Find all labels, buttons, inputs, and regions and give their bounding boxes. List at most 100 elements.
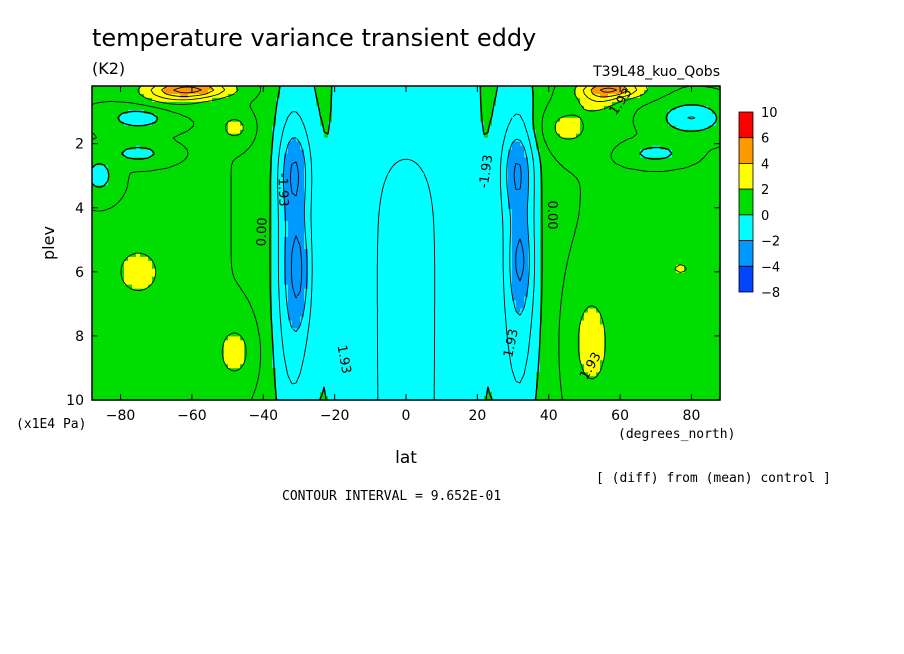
heat-cell bbox=[568, 89, 573, 95]
heat-cell bbox=[400, 97, 405, 103]
heat-cell bbox=[468, 149, 473, 155]
heat-cell bbox=[628, 133, 633, 139]
heat-cell bbox=[304, 173, 309, 179]
heat-cell bbox=[492, 141, 497, 147]
heat-cell bbox=[592, 185, 597, 190]
heat-cell bbox=[248, 173, 253, 179]
heat-cell bbox=[96, 193, 101, 198]
heat-cell bbox=[616, 101, 621, 107]
heat-cell bbox=[392, 201, 397, 206]
heat-cell bbox=[116, 113, 121, 119]
heat-cell bbox=[96, 153, 101, 159]
heat-cell bbox=[512, 193, 517, 198]
heat-cell bbox=[220, 185, 225, 190]
heat-cell bbox=[248, 105, 253, 111]
heat-cell bbox=[356, 133, 361, 139]
heat-cell bbox=[600, 121, 605, 127]
heat-cell bbox=[244, 109, 249, 115]
heat-cell bbox=[204, 169, 209, 175]
heat-cell bbox=[232, 113, 237, 119]
heat-cell bbox=[424, 157, 429, 163]
heat-cell bbox=[224, 113, 229, 119]
heat-cell bbox=[640, 133, 645, 139]
heat-cell bbox=[584, 145, 589, 151]
heat-cell bbox=[680, 133, 685, 139]
heat-cell bbox=[192, 153, 197, 159]
heat-cell bbox=[184, 113, 189, 119]
heat-cell bbox=[712, 149, 717, 155]
heat-cell bbox=[164, 205, 169, 210]
heat-cell bbox=[440, 173, 445, 179]
heat-cell bbox=[684, 117, 689, 123]
heat-cell bbox=[604, 141, 609, 147]
heat-cell bbox=[136, 141, 141, 147]
heat-cell bbox=[192, 201, 197, 206]
heat-cell bbox=[240, 161, 245, 167]
heat-cell bbox=[292, 141, 297, 147]
heat-cell bbox=[476, 193, 481, 198]
heat-cell bbox=[344, 169, 349, 175]
heat-cell bbox=[572, 125, 577, 131]
heat-cell bbox=[168, 109, 173, 115]
heat-cell bbox=[156, 169, 161, 175]
heat-cell bbox=[244, 173, 249, 179]
heat-cell bbox=[116, 109, 121, 115]
heat-cell bbox=[612, 93, 617, 99]
heat-cell bbox=[628, 201, 633, 206]
heat-cell bbox=[140, 173, 145, 179]
heat-cell bbox=[136, 105, 141, 111]
heat-cell bbox=[644, 117, 649, 123]
heat-cell bbox=[360, 141, 365, 147]
heat-cell bbox=[260, 189, 265, 194]
heat-cell bbox=[476, 157, 481, 163]
heat-cell bbox=[496, 177, 501, 182]
heat-cell bbox=[240, 117, 245, 123]
heat-cell bbox=[412, 153, 417, 159]
heat-cell bbox=[496, 89, 501, 95]
heat-cell bbox=[556, 165, 561, 171]
heat-cell bbox=[452, 157, 457, 163]
heat-cell bbox=[596, 113, 601, 119]
heat-cell bbox=[280, 197, 285, 202]
heat-cell bbox=[456, 137, 461, 143]
heat-cell bbox=[496, 173, 501, 179]
heat-cell bbox=[244, 161, 249, 167]
heat-cell bbox=[184, 205, 189, 210]
heat-cell bbox=[184, 173, 189, 179]
heat-cell bbox=[436, 193, 441, 198]
heat-cell bbox=[116, 145, 121, 151]
heat-cell bbox=[400, 173, 405, 179]
heat-cell bbox=[600, 197, 605, 202]
heat-cell bbox=[260, 125, 265, 131]
heat-cell bbox=[692, 141, 697, 147]
heat-cell bbox=[580, 101, 585, 107]
heat-cell bbox=[552, 89, 557, 95]
heat-cell bbox=[148, 193, 153, 198]
heat-cell bbox=[604, 181, 609, 186]
heat-cell bbox=[484, 193, 489, 198]
heat-cell bbox=[632, 189, 637, 194]
heat-cell bbox=[244, 165, 249, 171]
heat-cell bbox=[320, 205, 325, 210]
heat-cell bbox=[380, 141, 385, 147]
heat-cell bbox=[664, 137, 669, 143]
heat-cell bbox=[388, 89, 393, 95]
heat-cell bbox=[244, 113, 249, 119]
heat-cell bbox=[616, 86, 621, 91]
heat-cell bbox=[372, 145, 377, 151]
heat-cell bbox=[140, 177, 145, 182]
heat-cell bbox=[92, 193, 97, 198]
heat-cell bbox=[320, 165, 325, 171]
heat-cell bbox=[220, 113, 225, 119]
heat-cell bbox=[684, 125, 689, 131]
heat-cell bbox=[212, 125, 217, 131]
heat-cell bbox=[152, 209, 157, 214]
heat-cell bbox=[424, 86, 429, 91]
heat-cell bbox=[316, 125, 321, 131]
heat-cell bbox=[112, 93, 117, 99]
heat-cell bbox=[584, 177, 589, 182]
heat-cell bbox=[440, 153, 445, 159]
heat-cell bbox=[236, 105, 241, 111]
heat-cell bbox=[228, 141, 233, 147]
heat-cell bbox=[192, 185, 197, 190]
